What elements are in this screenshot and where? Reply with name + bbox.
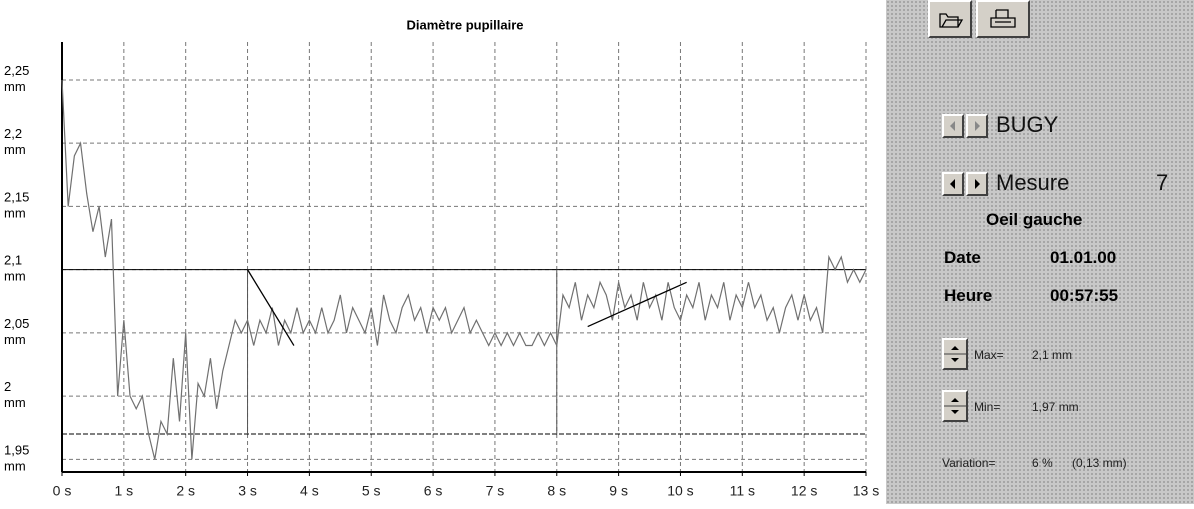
y-tick-label-line: 2 (4, 380, 11, 395)
x-tick-label: 7 s (486, 483, 505, 499)
trend-line (246, 269, 295, 346)
y-tick-label: 2,25 mm (4, 63, 29, 94)
x-tick-label: 10 s (667, 483, 693, 499)
min-spinner[interactable] (942, 390, 968, 422)
y-tick-label: 2,05 mm (4, 316, 29, 347)
subject-name: BUGY (996, 112, 1059, 137)
y-tick-label-line: 1,95 (4, 443, 29, 458)
date-label: Date (944, 248, 981, 267)
y-tick-label: 2,1 mm (4, 253, 26, 284)
print-icon (990, 9, 1016, 28)
trend-line (587, 281, 687, 328)
max-spinner[interactable] (942, 338, 968, 370)
min-label: Min= (974, 400, 1001, 414)
next-measure-button[interactable] (966, 172, 988, 196)
x-tick-label: 11 s (730, 483, 755, 499)
x-tick-label: 6 s (424, 483, 443, 499)
side-panel: BUGY Mesure 7 Oeil gauche Date 01.01.00 … (886, 0, 1194, 504)
x-tick-label: 4 s (300, 483, 319, 499)
y-tick-label-line: mm (4, 269, 26, 284)
y-tick-label: 1,95 mm (4, 443, 29, 474)
y-tick-label-line: mm (4, 396, 26, 411)
x-tick-label: 0 s (53, 483, 72, 499)
chart: Diamètre pupillaire 1,95 mm2 mm2,05 mm2,1 mm… (4, 17, 879, 499)
open-button[interactable] (928, 0, 972, 38)
next-subject-button[interactable] (966, 114, 988, 138)
x-tick-label: 9 s (609, 483, 628, 499)
y-tick-label: 2,2 mm (4, 127, 26, 158)
date-value: 01.01.00 (1050, 248, 1117, 267)
x-tick-label: 3 s (238, 483, 257, 499)
open-icon (939, 13, 964, 28)
data-line (61, 79, 867, 460)
x-tick-label: 1 s (115, 483, 134, 499)
arrow-icon (975, 179, 980, 189)
x-tick-label: 5 s (362, 483, 381, 499)
y-tick-label-line: 2,15 (4, 190, 29, 205)
max-value: 2,1 mm (1032, 348, 1073, 362)
y-tick-label-line: 2,1 (4, 253, 22, 268)
x-tick-label: 2 s (176, 483, 195, 499)
spinner-icon (944, 398, 966, 414)
arrow-icon (950, 121, 955, 131)
prev-measure-button[interactable] (942, 172, 964, 196)
chart-title: Diamètre pupillaire (406, 17, 523, 32)
x-tick-label: 13 s (853, 483, 879, 499)
measure-label: Mesure (996, 170, 1070, 195)
x-tick-label: 12 s (791, 483, 817, 499)
y-tick-label-line: mm (4, 332, 26, 347)
arrow-icon (950, 179, 955, 189)
y-tick-label-line: 2,2 (4, 127, 22, 142)
spinner-icon (944, 346, 966, 362)
y-tick-label-line: mm (4, 143, 26, 158)
min-value: 1,97 mm (1032, 400, 1079, 414)
y-tick-label-line: 2,25 (4, 63, 29, 78)
prev-subject-button[interactable] (942, 114, 964, 138)
eye-label: Oeil gauche (986, 210, 1083, 229)
max-label: Max= (974, 348, 1004, 362)
y-tick-label: 2,15 mm (4, 190, 29, 221)
time-value: 00:57:55 (1050, 286, 1119, 305)
variation-mm: (0,13 mm) (1072, 456, 1127, 470)
print-button[interactable] (976, 0, 1030, 38)
y-tick-label: 2 mm (4, 380, 26, 411)
y-tick-label-line: 2,05 (4, 316, 29, 331)
y-tick-label-line: mm (4, 459, 26, 474)
x-tick-label: 8 s (547, 483, 566, 499)
variation-label: Variation= (942, 456, 996, 470)
y-tick-label-line: mm (4, 79, 26, 94)
variation-percent: 6 % (1032, 456, 1053, 470)
time-label: Heure (944, 286, 993, 305)
arrow-icon (975, 121, 980, 131)
measure-number: 7 (1156, 170, 1169, 195)
y-tick-label-line: mm (4, 206, 26, 221)
